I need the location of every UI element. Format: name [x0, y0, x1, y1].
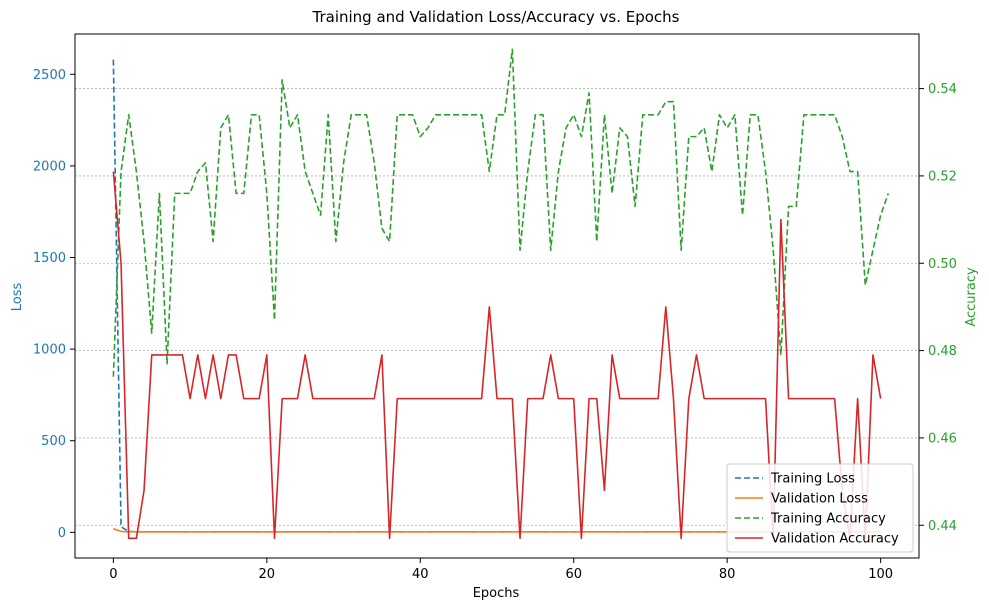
- y-left-tick-label: 1000: [33, 343, 66, 358]
- legend: Training Loss Validation Loss Training Acc…: [726, 463, 914, 553]
- legend-box: [726, 463, 914, 553]
- legend-entry-label: Validation Loss: [771, 492, 868, 507]
- y-left-tick-label: 500: [41, 434, 66, 449]
- y-right-tick-label: 0.50: [928, 257, 957, 272]
- axis-layer: 0 20 40 60 80 100050010001500200025000.440.46…: [33, 33, 957, 582]
- y-right-tick-label: 0.44: [928, 519, 957, 534]
- legend-entry-label: Validation Accuracy: [771, 532, 899, 547]
- y-right-tick-label: 0.48: [928, 344, 957, 359]
- chart-title: Training and Validation Loss/Accuracy vs…: [312, 8, 680, 26]
- series-line-training-loss: [112, 59, 881, 533]
- y-left-tick-label: 2500: [33, 68, 66, 83]
- y-left-tick-label: 2000: [33, 159, 66, 174]
- series-layer: [112, 48, 890, 540]
- y-right-tick-label: 0.52: [928, 169, 957, 184]
- y-axis-right-label: Accuracy: [964, 267, 979, 327]
- series-line-validation-loss: [113, 527, 881, 533]
- y-right-tick-label: 0.54: [928, 82, 957, 97]
- y-axis-left-label: Loss: [10, 283, 25, 312]
- x-tick-label: 40: [412, 567, 429, 582]
- series-line-training-accuracy: [112, 48, 890, 377]
- legend-entry-label: Training Loss: [770, 472, 855, 487]
- x-tick-label: 100: [868, 567, 893, 582]
- y-left-tick-label: 0: [58, 526, 66, 541]
- series-line-validation-accuracy: [112, 171, 882, 540]
- grid-layer: [75, 88, 919, 526]
- y-left-tick-label: 1500: [33, 251, 66, 266]
- x-tick-label: 20: [259, 567, 276, 582]
- x-tick-label: 80: [719, 567, 736, 582]
- x-tick-label: 0: [109, 567, 117, 582]
- x-axis-label: Epochs: [473, 586, 520, 601]
- y-right-tick-label: 0.46: [928, 431, 957, 446]
- legend-entry-label: Training Accuracy: [770, 512, 886, 527]
- plot-frame: [74, 33, 920, 559]
- x-tick-label: 60: [565, 567, 582, 582]
